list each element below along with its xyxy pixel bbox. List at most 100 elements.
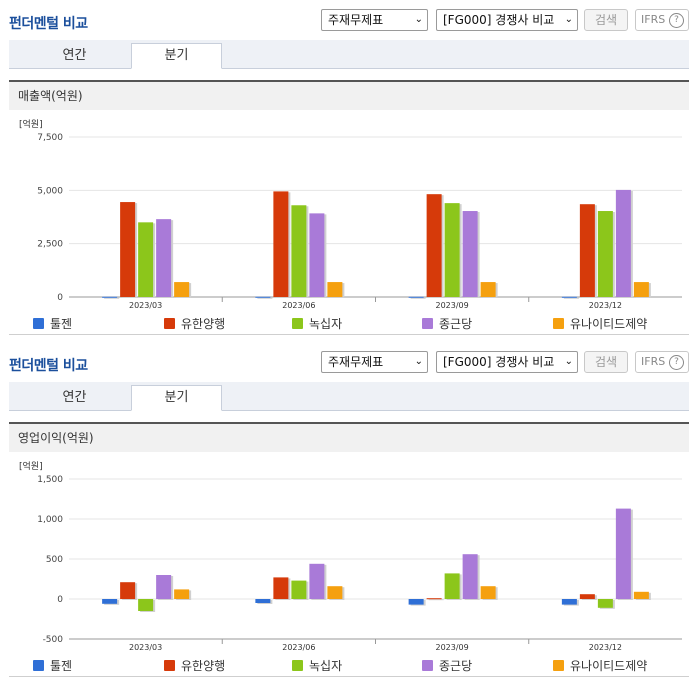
panel-title: 펀더멘털 비교 xyxy=(9,16,88,32)
legend-item[interactable]: 종근당 xyxy=(422,315,472,332)
bar[interactable] xyxy=(462,554,478,599)
chevron-down-icon: ⌄ xyxy=(414,14,423,25)
period-tabs: 연간 분기 xyxy=(9,40,689,69)
bar[interactable] xyxy=(120,202,136,297)
peer-group-select[interactable]: [FG000] 경쟁사 비교 ⌄ xyxy=(436,9,578,31)
bar[interactable] xyxy=(579,594,595,599)
y-tick-label: 5,000 xyxy=(37,186,63,196)
bar[interactable] xyxy=(597,599,613,608)
tab-annual[interactable]: 연간 xyxy=(62,390,87,405)
bar[interactable] xyxy=(462,211,478,297)
bar[interactable] xyxy=(273,191,289,297)
ifrs-label: IFRS xyxy=(641,355,666,368)
legend-item[interactable]: 툴젠 xyxy=(33,315,72,332)
bar[interactable] xyxy=(408,296,424,298)
ifrs-help-button[interactable]: IFRS? xyxy=(635,351,689,373)
x-tick-label: 2023/06 xyxy=(282,301,315,310)
bar[interactable] xyxy=(291,205,307,297)
ifrs-help-button[interactable]: IFRS? xyxy=(635,9,689,31)
bar[interactable] xyxy=(309,213,325,297)
bar[interactable] xyxy=(174,589,190,599)
bar[interactable] xyxy=(579,204,595,297)
bar[interactable] xyxy=(327,586,343,599)
bar[interactable] xyxy=(138,599,154,611)
bar[interactable] xyxy=(327,282,343,297)
legend-swatch xyxy=(553,660,564,671)
bar[interactable] xyxy=(156,575,172,599)
chevron-down-icon: ⌄ xyxy=(414,356,423,367)
search-button[interactable]: 검색 xyxy=(584,9,628,31)
bar-shadow xyxy=(257,297,273,299)
bar[interactable] xyxy=(120,582,136,599)
bar[interactable] xyxy=(102,599,118,604)
statement-select[interactable]: 주재무제표 ⌄ xyxy=(321,351,428,373)
y-tick-label: 500 xyxy=(46,555,63,565)
y-tick-label: 0 xyxy=(57,293,63,303)
bar[interactable] xyxy=(156,219,172,297)
x-tick-label: 2023/09 xyxy=(436,643,469,652)
x-tick-label: 2023/12 xyxy=(589,643,622,652)
x-tick-label: 2023/03 xyxy=(129,643,162,652)
legend-item[interactable]: 유나이티드제약 xyxy=(553,657,647,674)
search-button[interactable]: 검색 xyxy=(584,351,628,373)
peer-group-select[interactable]: [FG000] 경쟁사 비교 ⌄ xyxy=(436,351,578,373)
y-tick-label: 0 xyxy=(57,595,63,605)
bar[interactable] xyxy=(633,591,649,599)
legend-label: 유한양행 xyxy=(181,317,226,331)
legend-item[interactable]: 유한양행 xyxy=(164,657,225,674)
bar[interactable] xyxy=(633,282,649,297)
legend-item[interactable]: 툴젠 xyxy=(33,657,72,674)
legend-item[interactable]: 유한양행 xyxy=(164,315,225,332)
legend-label: 녹십자 xyxy=(309,659,343,673)
y-tick-label: 1,500 xyxy=(37,475,63,485)
statement-select-value: 주재무제표 xyxy=(328,13,384,27)
bar[interactable] xyxy=(597,211,613,297)
legend-swatch xyxy=(292,318,303,329)
peer-group-select-value: [FG000] 경쟁사 비교 xyxy=(443,13,555,27)
section-title: 영업이익(억원) xyxy=(9,422,689,452)
panel-title: 펀더멘털 비교 xyxy=(9,358,88,374)
legend-swatch xyxy=(164,318,175,329)
bar[interactable] xyxy=(174,282,190,297)
legend-swatch xyxy=(164,660,175,671)
bar[interactable] xyxy=(255,296,271,298)
statement-select[interactable]: 주재무제표 ⌄ xyxy=(321,9,428,31)
bar[interactable] xyxy=(480,586,496,599)
y-tick-label: 7,500 xyxy=(37,133,63,143)
legend-swatch xyxy=(292,660,303,671)
legend-item[interactable]: 녹십자 xyxy=(292,315,342,332)
legend-item[interactable]: 종근당 xyxy=(422,657,472,674)
bar[interactable] xyxy=(615,189,631,297)
bar[interactable] xyxy=(480,282,496,297)
x-tick-label: 2023/03 xyxy=(129,301,162,310)
legend-label: 종근당 xyxy=(439,317,473,331)
bar[interactable] xyxy=(273,577,289,599)
bar[interactable] xyxy=(426,194,442,297)
legend-item[interactable]: 유나이티드제약 xyxy=(553,315,647,332)
tab-quarterly[interactable]: 분기 xyxy=(131,385,222,411)
bar[interactable] xyxy=(102,296,118,298)
tab-quarterly[interactable]: 분기 xyxy=(131,43,222,69)
chart-legend: 툴젠 유한양행 녹십자 종근당 유나이티드제약 xyxy=(9,310,689,335)
legend-label: 종근당 xyxy=(439,659,473,673)
bar-shadow xyxy=(104,297,120,299)
tab-annual[interactable]: 연간 xyxy=(62,48,87,63)
bar[interactable] xyxy=(561,599,577,605)
bar[interactable] xyxy=(291,580,307,599)
chevron-down-icon: ⌄ xyxy=(564,14,573,25)
bar[interactable] xyxy=(309,563,325,599)
legend-item[interactable]: 녹십자 xyxy=(292,657,342,674)
statement-select-value: 주재무제표 xyxy=(328,355,384,369)
peer-group-select-value: [FG000] 경쟁사 비교 xyxy=(443,355,555,369)
legend-swatch xyxy=(422,318,433,329)
bar[interactable] xyxy=(255,599,271,603)
bar[interactable] xyxy=(138,222,154,297)
bar[interactable] xyxy=(444,573,460,599)
chevron-down-icon: ⌄ xyxy=(564,356,573,367)
bar[interactable] xyxy=(444,203,460,297)
bar[interactable] xyxy=(615,508,631,599)
bar[interactable] xyxy=(426,598,442,600)
bar[interactable] xyxy=(408,599,424,605)
legend-label: 툴젠 xyxy=(50,317,73,331)
bar[interactable] xyxy=(561,296,577,298)
